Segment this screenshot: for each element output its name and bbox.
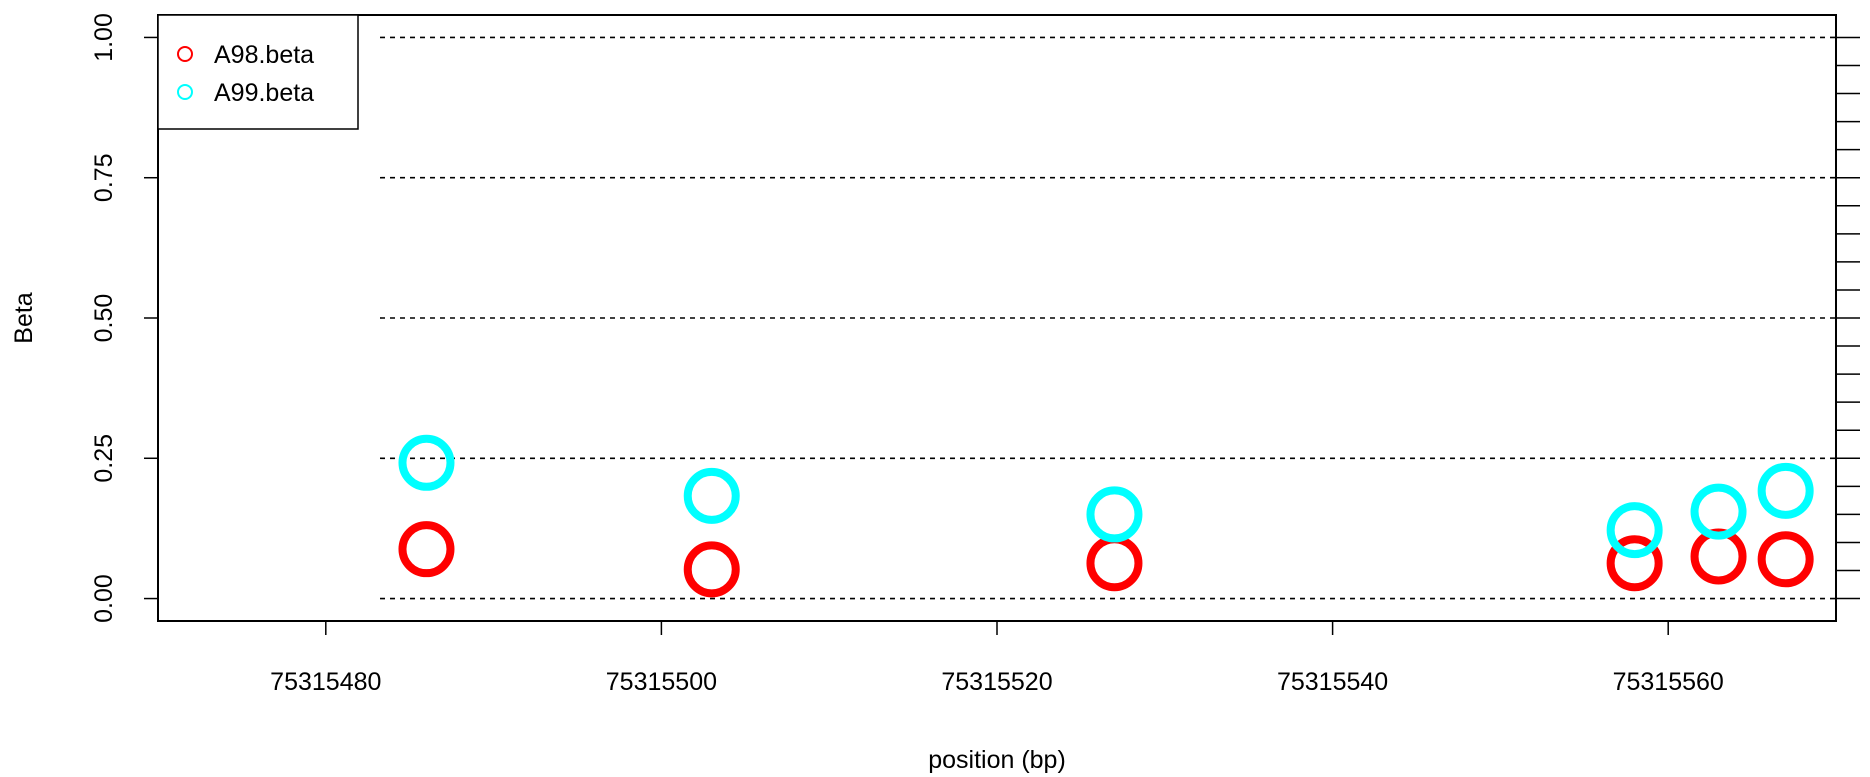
y-axis: 0.00 0.25 0.50 0.75 1.00 [90,13,158,623]
y-tick-label-2: 0.50 [90,294,118,343]
y-tick-label-3: 0.75 [90,153,118,202]
x-tick-label-1: 75315500 [606,668,717,696]
point-A99-beta-5 [1757,462,1814,519]
legend-label-a98: A98.beta [214,41,314,69]
point-A98-beta-0 [398,521,455,578]
x-tick-label-2: 75315520 [941,668,1052,696]
x-tick-label-4: 75315560 [1613,668,1724,696]
y-tick-label-1: 0.25 [90,434,118,483]
x-axis: 75315480 75315500 75315520 75315540 75315560 [270,621,1724,696]
legend-box [157,14,359,130]
right-minor-ticks [1836,36,1860,600]
point-A99-beta-0 [398,434,455,491]
legend-marker-a99 [177,84,193,100]
data-points [398,434,1814,598]
point-A99-beta-2 [1086,486,1143,543]
y-axis-label: Beta [10,292,38,344]
point-A98-beta-5 [1757,531,1814,588]
point-A99-beta-3 [1606,502,1663,559]
point-A98-beta-1 [683,541,740,598]
y-tick-label-4: 1.00 [90,13,118,62]
y-tick-label-0: 0.00 [90,574,118,623]
point-A98-beta-2 [1086,535,1143,592]
legend: A98.beta A99.beta [157,14,359,130]
point-A98-beta-3 [1606,535,1663,592]
point-A99-beta-1 [683,467,740,524]
legend-marker-a98 [177,46,193,62]
legend-label-a99: A99.beta [214,79,314,107]
x-tick-label-0: 75315480 [270,668,381,696]
point-A98-beta-4 [1690,528,1747,585]
x-tick-label-3: 75315540 [1277,668,1388,696]
grid-lines [380,36,1836,600]
point-A99-beta-4 [1690,483,1747,540]
x-axis-label: position (bp) [928,746,1066,774]
